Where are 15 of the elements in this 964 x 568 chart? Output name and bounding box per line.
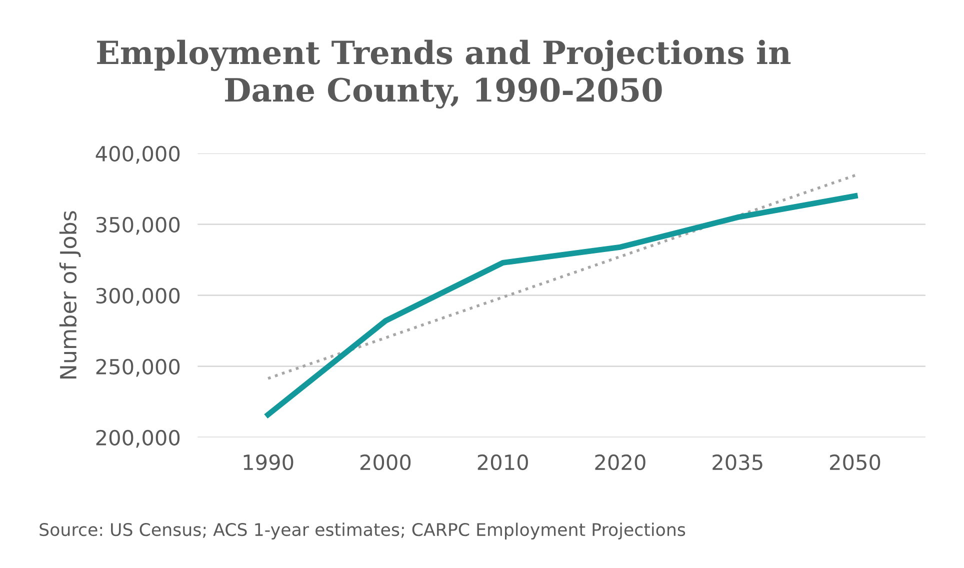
line-series <box>266 174 856 380</box>
chart-title: Employment Trends and Projections in Dane County, 1990-2050 <box>97 40 791 109</box>
y-tick-label: 400,000 <box>96 146 180 164</box>
y-tick-label: 200,000 <box>96 430 180 448</box>
y-tick-label: 300,000 <box>96 288 180 306</box>
y-tick-label: 250,000 <box>96 358 180 377</box>
x-tick-label: 1990 <box>244 454 294 470</box>
source-note: Source: US Census; ACS 1-year estimates; CARPC Employment Projections <box>40 522 686 540</box>
x-tick-label: 2050 <box>830 454 880 470</box>
y-axis-title: Number of Jobs <box>59 211 81 379</box>
x-tick-label: 2010 <box>478 454 528 470</box>
y-tick-label: 350,000 <box>96 216 180 235</box>
x-tick-label: 2000 <box>360 454 411 470</box>
x-tick-label: 2020 <box>595 454 646 470</box>
x-tick-label: 2035 <box>712 454 762 470</box>
